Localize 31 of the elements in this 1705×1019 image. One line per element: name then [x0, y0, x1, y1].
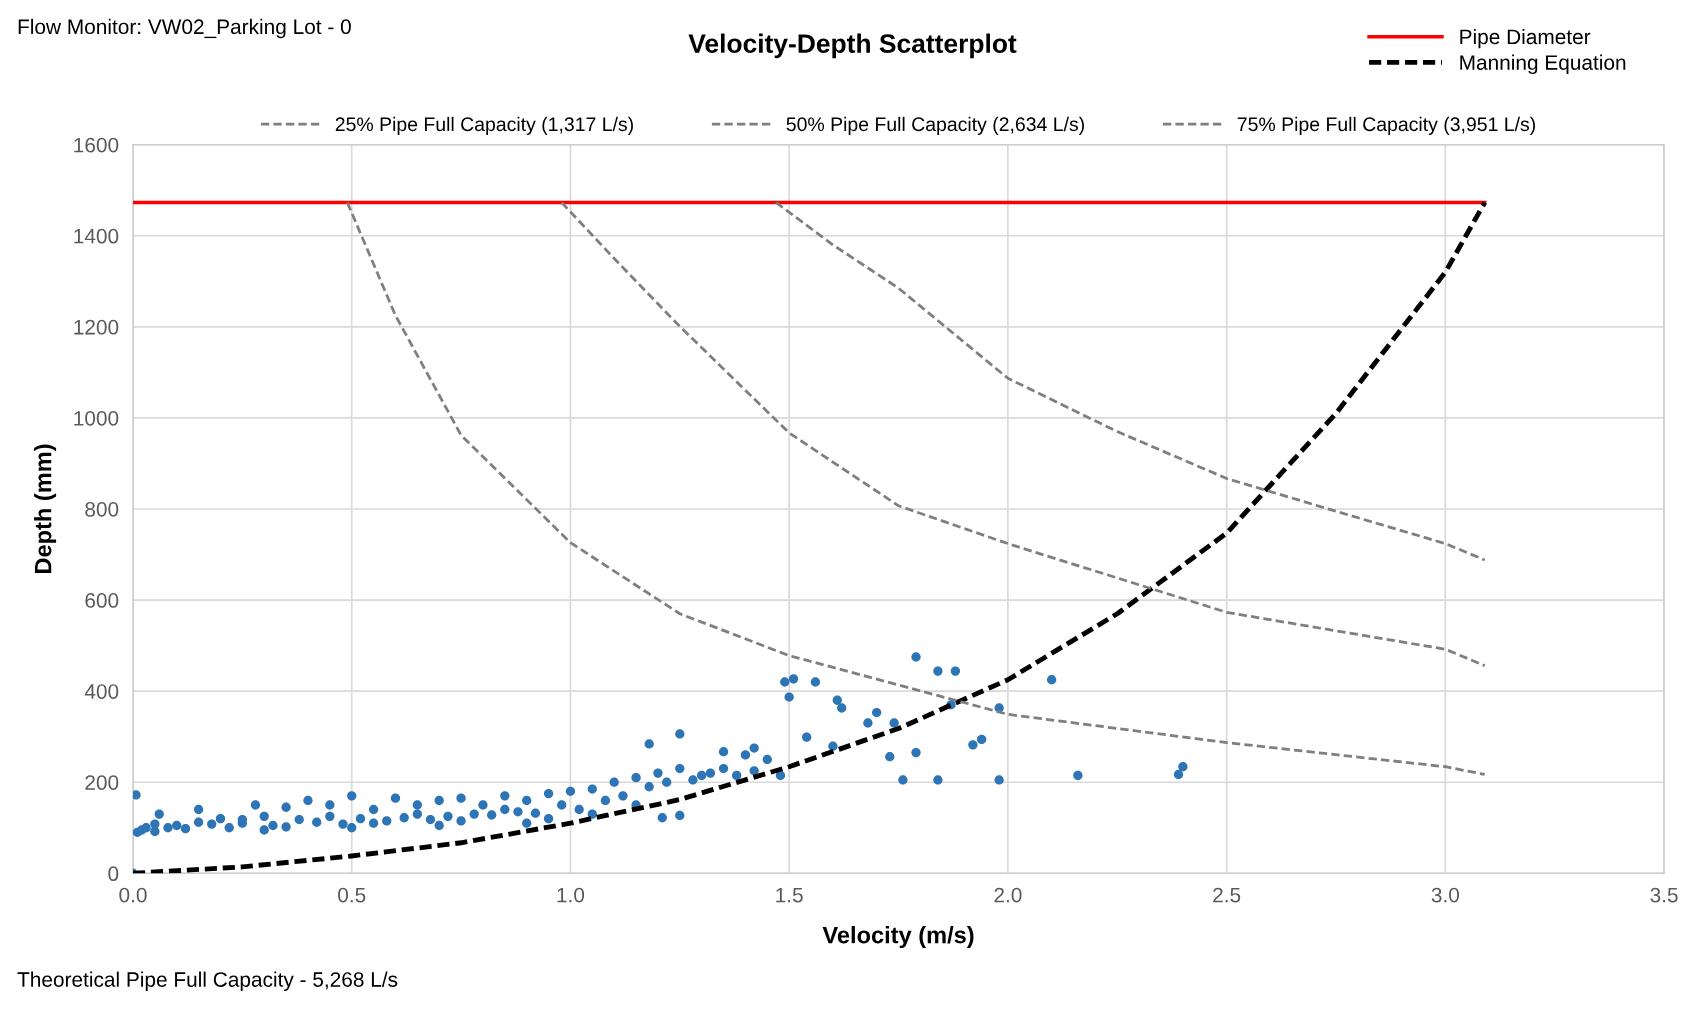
- x-tick-label: 2.5: [1213, 887, 1241, 903]
- y-tick-label: 600: [85, 593, 119, 608]
- line-series: [560, 201, 1487, 668]
- legend-label: Manning Equation: [1460, 54, 1626, 75]
- x-tick-label: 0.5: [338, 887, 366, 903]
- x-tick-label: 1.0: [557, 887, 585, 903]
- y-tick-label: 400: [84, 684, 119, 699]
- y-tick-label: 200: [85, 775, 119, 790]
- y-tick-label: 0: [108, 866, 119, 882]
- chart-title: Velocity-Depth Scatterplot: [688, 33, 1017, 59]
- line-series: [774, 201, 1487, 562]
- legend-label: Pipe Diameter: [1460, 28, 1591, 49]
- y-tick-label: 1200: [74, 319, 119, 335]
- text: Theoretical Pipe Full Capacity - 5,268 L/s: [17, 971, 398, 992]
- y-tick-label: 1400: [74, 228, 119, 244]
- line-series: [132, 200, 1488, 874]
- x-tick-label: 0.0: [119, 887, 147, 903]
- y-tick-label: 1000: [74, 410, 119, 426]
- legend-label: 75% Pipe Full Capacity (3,951 L/s): [1237, 116, 1535, 135]
- x-tick-label: 2.0: [994, 887, 1022, 903]
- x-tick-label: 1.5: [776, 887, 803, 903]
- line-series: [345, 201, 1487, 776]
- y-tick-label: 1600: [74, 137, 119, 153]
- x-tick-label: 3.5: [1650, 887, 1678, 903]
- legend-label: 25% Pipe Full Capacity (1,317 L/s): [335, 116, 633, 135]
- y-axis-title: Depth (mm): [34, 444, 57, 573]
- y-tick-label: 800: [85, 501, 119, 517]
- text: Flow Monitor: VW02_Parking Lot - 0: [18, 18, 351, 39]
- x-axis-title: Velocity (m/s): [822, 926, 974, 949]
- legend-label: 50% Pipe Full Capacity (2,634 L/s): [786, 116, 1084, 135]
- x-tick-label: 3.0: [1431, 887, 1460, 903]
